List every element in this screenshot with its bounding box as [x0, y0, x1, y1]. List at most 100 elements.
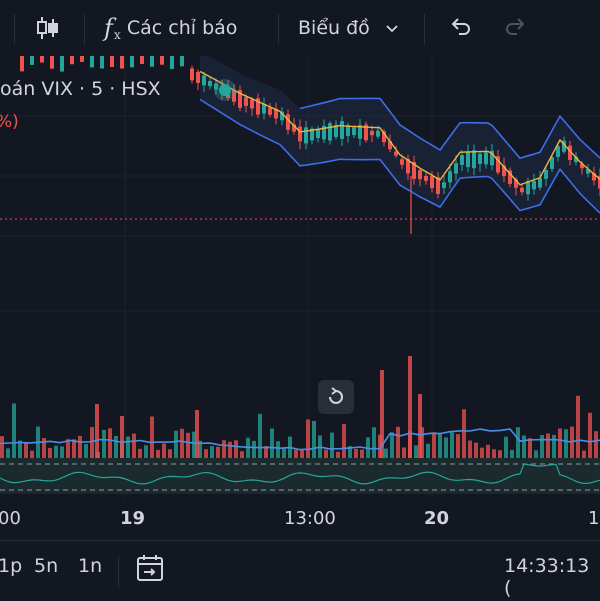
candle-body — [100, 56, 104, 69]
volume-bar — [258, 413, 262, 460]
volume-bar — [186, 432, 190, 460]
redo-icon[interactable] — [504, 0, 528, 56]
candle-body — [382, 131, 386, 143]
volume-bar — [342, 424, 346, 460]
time-axis-label: 1 — [588, 508, 600, 529]
candle-body — [490, 150, 494, 166]
toolbar-separator — [278, 14, 279, 44]
toolbar-separator — [424, 14, 425, 44]
volume-bar — [324, 449, 328, 460]
candle-body — [412, 161, 416, 179]
chart-canvas[interactable] — [0, 56, 600, 500]
symbol-legend[interactable]: oán VIX · 5 · HSX — [0, 78, 161, 100]
bollinger-upper-line — [299, 97, 600, 160]
candle-body — [202, 75, 206, 86]
candle-body — [370, 130, 374, 136]
volume-bar — [24, 443, 28, 460]
candle-body — [280, 111, 284, 121]
reset-chart-button[interactable] — [318, 380, 354, 414]
time-axis-label: 00 — [0, 508, 21, 529]
candle-body — [556, 146, 560, 157]
time-axis-label: 13:00 — [284, 508, 336, 529]
volume-bar — [252, 440, 256, 460]
volume-bar — [372, 427, 376, 460]
volume-bar — [138, 448, 142, 460]
crosshair-marker — [219, 84, 231, 96]
time-axis[interactable]: 00 19 13:00 20 1 — [0, 500, 600, 536]
chart-type-dropdown[interactable]: Biểu đồ — [298, 0, 400, 56]
candle-body — [466, 152, 470, 168]
price-candles — [20, 56, 600, 234]
bollinger-band-fill — [200, 56, 600, 214]
candles-icon[interactable] — [34, 0, 64, 56]
candle-body — [478, 153, 482, 164]
candle-body — [502, 165, 506, 177]
volume-bar — [510, 449, 514, 460]
candle-body — [316, 129, 320, 139]
volume-bar — [330, 432, 334, 460]
volume-bar — [42, 437, 46, 460]
volume-bar — [522, 435, 526, 460]
volume-bar — [462, 409, 466, 460]
candle-body — [80, 56, 84, 62]
candle-body — [448, 171, 452, 183]
volume-bar — [198, 440, 202, 460]
candle-body — [50, 56, 54, 69]
volume-bar — [216, 446, 220, 460]
chart-type-label: Biểu đồ — [298, 17, 370, 39]
candle-body — [180, 56, 184, 67]
candle-body — [394, 151, 398, 156]
range-1n-button[interactable]: 1n — [78, 555, 103, 577]
volume-bar — [498, 450, 502, 460]
candle-body — [90, 56, 94, 68]
candle-body — [150, 56, 154, 67]
range-5n-button[interactable]: 5n — [34, 555, 59, 577]
volume-bar — [246, 437, 250, 460]
candle-body — [110, 56, 114, 68]
candle-body — [538, 178, 542, 188]
volume-bar — [18, 440, 22, 460]
volume-bar — [546, 433, 550, 460]
bottom-toolbar: 1p 5n 1n 14:33:13 ( — [0, 540, 600, 601]
candle-body — [334, 124, 338, 138]
candle-body — [292, 124, 296, 132]
volume-bar — [156, 449, 160, 460]
volume-bar — [576, 395, 580, 460]
candle-body — [520, 187, 524, 193]
candle-body — [376, 130, 380, 137]
undo-icon[interactable] — [448, 0, 472, 56]
candle-body — [424, 175, 428, 181]
volume-bar — [306, 419, 310, 460]
volume-bar — [54, 445, 58, 460]
volume-bar — [168, 449, 172, 460]
volume-bar — [534, 450, 538, 460]
candle-body — [388, 141, 392, 150]
volume-bar — [414, 445, 418, 460]
volume-bar — [228, 441, 232, 460]
bottombar-separator — [118, 557, 119, 587]
volume-bar — [570, 426, 574, 460]
moving-average-line — [199, 70, 600, 186]
range-1p-button[interactable]: 1p — [0, 555, 23, 577]
bollinger-lower-line — [199, 98, 600, 214]
indicators-label: Các chỉ báo — [126, 17, 238, 39]
volume-bar — [210, 446, 214, 460]
volume-bar — [582, 450, 586, 460]
candle-body — [214, 83, 218, 90]
candle-body — [514, 179, 518, 188]
reset-icon — [329, 387, 343, 404]
volume-bar — [30, 450, 34, 460]
candle-body — [346, 125, 350, 136]
volume-bar — [240, 451, 244, 460]
volume-bar — [300, 449, 304, 460]
calendar-goto-icon[interactable] — [136, 553, 164, 587]
volume-bar — [552, 434, 556, 460]
candle-body — [268, 107, 272, 115]
candle-body — [262, 103, 266, 114]
candle-body — [460, 155, 464, 165]
candle-body — [364, 124, 368, 141]
time-axis-label: 19 — [120, 508, 146, 529]
candle-body — [286, 114, 290, 130]
symbol-text: oán VIX · 5 · HSX — [0, 78, 161, 100]
